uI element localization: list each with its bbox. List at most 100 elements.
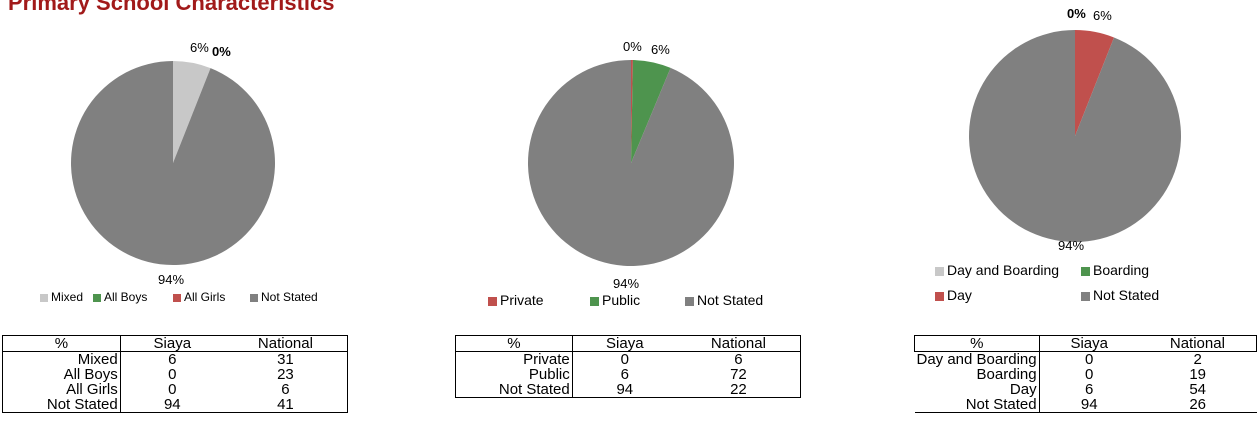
pie-chart-boarding: 0% 6% 94% Day and Boarding Boarding Day Not St… [935,6,1182,303]
data-label-mixed: 6% [190,40,209,55]
legend-label: Not Stated [697,292,763,308]
pie-slice-not-stated [71,61,276,265]
table-cell: Boarding [914,367,1040,382]
legend-swatch [935,292,944,301]
legend-item-mixed: Mixed [40,290,83,304]
table-cell: 6 [620,366,629,383]
table-row: Day 6 54 [914,381,1257,398]
table-row: Not Stated 94 22 [455,382,801,398]
pie-slice-not-stated [527,60,734,266]
table-row: Day and Boarding 0 2 [914,351,1257,368]
legend-item-not-stated: Not Stated [1081,287,1159,303]
table-cell: 6 [168,351,177,368]
table-cell: 0 [168,366,177,383]
legend-swatch [590,297,599,306]
legend-item-not-stated: Not Stated [685,292,763,308]
table-header-cell: Siaya [1039,335,1139,352]
data-label-day-and-boarding: 0% [1067,6,1086,21]
data-label-private: 0% [623,39,642,54]
table-cell: 0 [1085,366,1094,383]
table-cell: All Girls [2,382,121,397]
legend-label: Boarding [1093,262,1149,278]
legend-label: All Girls [184,290,225,304]
table-cell: 94 [1039,397,1139,413]
legend-label: Public [602,292,640,308]
legend-swatch [1081,292,1090,301]
table-cell: 0 [168,381,177,398]
table-cell: Not Stated [914,397,1040,413]
table-header-cell: Siaya [120,335,224,352]
table-row: Not Stated 94 41 [2,397,348,413]
table-cell: 6 [676,351,801,367]
legend-item-private: Private [488,292,544,308]
data-table-boarding: % Siaya National Day and Boarding 0 2 Bo… [914,335,1257,413]
data-label-all-boys: 0% [212,44,231,59]
table-header-cell: % [455,335,573,352]
table-cell: 54 [1189,381,1206,398]
table-header-cell: National [1138,335,1257,352]
pie-slice-day [1075,29,1115,136]
legend-label: Not Stated [1093,287,1159,303]
legend-item-not-stated: Not Stated [250,290,318,304]
data-label-not-stated: 94% [613,276,639,291]
legend-label: Private [500,292,544,308]
legend-item-boarding: Boarding [1081,262,1149,278]
legend-item-public: Public [590,292,640,308]
table-cell: 31 [223,351,348,367]
table-cell: 41 [223,397,348,413]
table-header-cell: National [676,335,801,352]
table-header: % Siaya National [455,335,801,352]
legend-swatch [935,267,944,276]
pie-chart-ownership: 0% 6% 94% Private Public Not Stated [488,39,763,308]
table-header: % Siaya National [2,335,348,352]
table-row: All Boys 0 23 [2,366,348,383]
legend-swatch [173,294,181,302]
table-cell: 0 [620,351,629,368]
legend-label: Not Stated [261,290,318,304]
table-cell: All Boys [2,367,121,382]
legend-swatch [250,294,258,302]
table-cell: 94 [120,397,224,413]
table-cell: 22 [676,382,801,398]
legend-label: Day [947,287,972,303]
table-cell: Day [914,382,1040,397]
table-cell: Not Stated [455,382,573,398]
data-table-school-type: % Siaya National Mixed 6 31 All Boys 0 2… [2,335,348,413]
table-cell: 2 [1193,351,1202,368]
table-header-cell: % [914,335,1040,352]
table-header-cell: National [223,335,348,352]
table-row: Boarding 0 19 [914,366,1257,383]
pie-slice-private [631,60,633,163]
data-label-day: 6% [1093,8,1112,23]
table-header-cell: Siaya [572,335,677,352]
data-label-not-stated: 94% [1058,238,1084,253]
data-table-ownership: % Siaya National Private 0 6 Public 6 72… [455,335,801,398]
table-cell: 6 [223,382,348,397]
table-cell: 23 [223,367,348,382]
legend-swatch [685,297,694,306]
data-label-public: 6% [651,42,670,57]
table-cell: Mixed [2,351,121,367]
legend-swatch [488,297,497,306]
table-row: Private 0 6 [455,351,801,368]
table-header: % Siaya National [914,335,1257,352]
pie-slice-not-stated [969,30,1182,242]
table-header-cell: % [2,335,121,352]
page-title: Primary School Characteristics [8,0,335,15]
pie-slice-mixed [173,61,211,163]
table-cell: Private [455,351,573,367]
legend-label: Day and Boarding [947,262,1059,278]
table-cell: Not Stated [2,397,121,413]
legend-label: Mixed [51,290,83,304]
legend-swatch [93,294,101,302]
legend-label: All Boys [104,290,147,304]
table-cell: 0 [1085,351,1094,368]
table-row: Public 6 72 [455,366,801,383]
table-cell: Day and Boarding [914,351,1040,367]
table-cell: 94 [572,382,677,398]
legend-item-all-girls: All Girls [173,290,225,304]
table-cell: 6 [1085,381,1094,398]
table-cell: 26 [1138,397,1257,413]
legend-swatch [1081,267,1090,276]
table-row: Not Stated 94 26 [914,397,1257,413]
